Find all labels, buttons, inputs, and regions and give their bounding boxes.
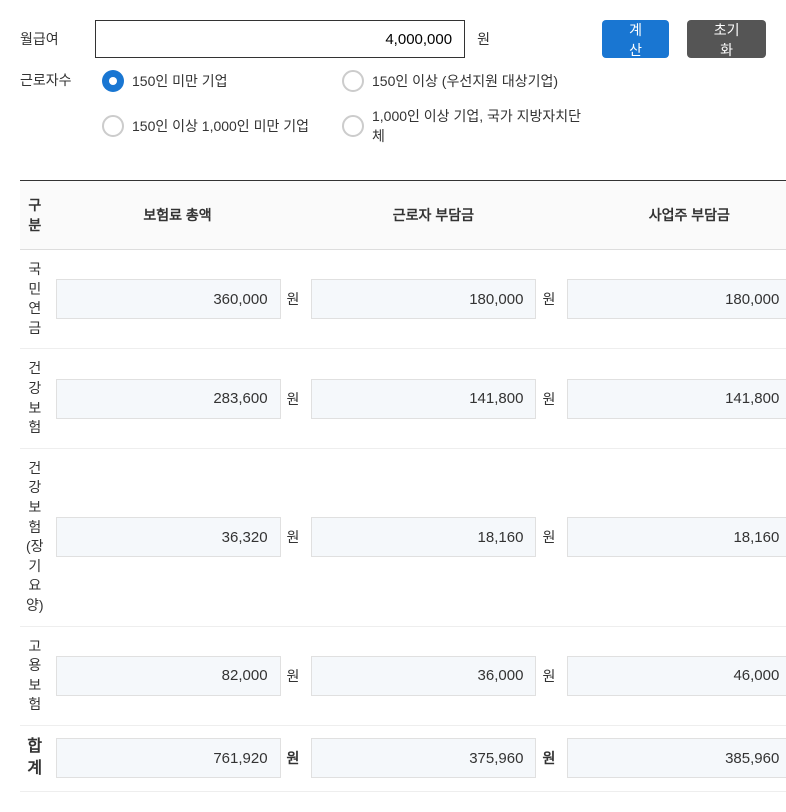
value-worker-3 [311,656,536,696]
value-total-2 [56,517,281,557]
value-employer-2 [567,517,786,557]
row-label: 국민연금 [20,250,50,349]
value-total-0 [56,279,281,319]
value-employer-0 [567,279,786,319]
workers-radio-group: 150인 미만 기업 150인 이상 (우선지원 대상기업) 150인 이상 1,0… [102,70,766,160]
unit-label: 원 [287,289,300,309]
value-employer-1 [567,379,786,419]
unit-label: 원 [287,666,300,686]
col-worker: 근로자 부담금 [305,181,561,250]
row-label: 건강보험 [20,349,50,448]
unit-label: 원 [542,289,555,309]
radio-label: 150인 이상 1,000인 미만 기업 [132,116,309,136]
value-total-sum [56,738,281,778]
value-employer-sum [567,738,786,778]
total-row: 합계원원원 [20,725,786,791]
salary-unit: 원 [477,29,490,49]
radio-icon [342,115,364,137]
unit-label: 원 [287,527,300,547]
table-row: 건강보험원원원 [20,349,786,448]
radio-option-0[interactable]: 150인 미만 기업 [102,70,342,92]
value-employer-3 [567,656,786,696]
radio-option-1[interactable]: 150인 이상 (우선지원 대상기업) [342,70,582,92]
row-label: 건강보험(장기요양) [20,448,50,626]
radio-icon [102,115,124,137]
table-row: 국민연금원원원 [20,250,786,349]
radio-option-3[interactable]: 1,000인 이상 기업, 국가 지방자치단체 [342,106,582,146]
row-label: 고용보험 [20,626,50,725]
unit-label: 원 [542,748,555,768]
value-total-1 [56,379,281,419]
radio-option-2[interactable]: 150인 이상 1,000인 미만 기업 [102,106,342,146]
salary-label: 월급여 [20,29,83,49]
unit-label: 원 [542,666,555,686]
unit-label: 원 [542,389,555,409]
radio-label: 150인 이상 (우선지원 대상기업) [372,71,558,91]
table-row: 건강보험(장기요양)원원원 [20,448,786,626]
insurance-table: 구분 보험료 총액 근로자 부담금 사업주 부담금 국민연금원원원건강보험원원원… [20,180,786,792]
salary-input[interactable] [95,20,465,58]
total-label: 합계 [20,725,50,791]
unit-label: 원 [542,527,555,547]
reset-button[interactable]: 초기화 [687,20,766,58]
table-row: 고용보험원원원 [20,626,786,725]
col-total: 보험료 총액 [50,181,306,250]
value-worker-1 [311,379,536,419]
radio-icon [102,70,124,92]
workers-label: 근로자수 [20,70,90,90]
unit-label: 원 [287,389,300,409]
value-worker-sum [311,738,536,778]
col-employer: 사업주 부담금 [561,181,786,250]
value-worker-2 [311,517,536,557]
calculate-button[interactable]: 계산 [602,20,669,58]
col-category: 구분 [20,181,50,250]
value-total-3 [56,656,281,696]
radio-label: 150인 미만 기업 [132,71,228,91]
radio-label: 1,000인 이상 기업, 국가 지방자치단체 [372,106,582,146]
unit-label: 원 [287,748,300,768]
radio-icon [342,70,364,92]
value-worker-0 [311,279,536,319]
